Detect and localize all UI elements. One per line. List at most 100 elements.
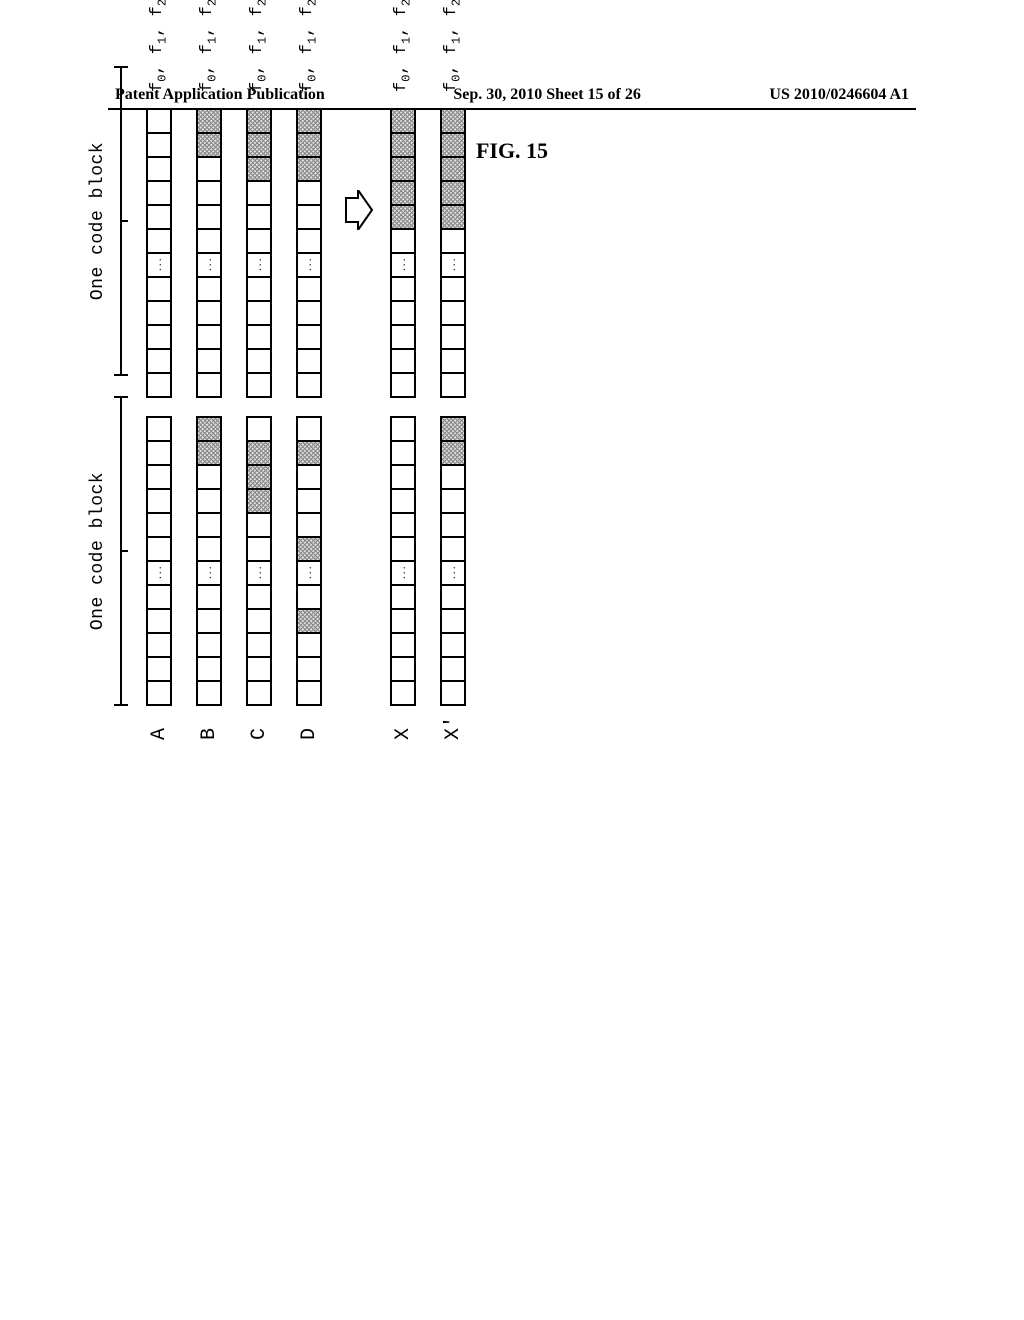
systematic-cell xyxy=(440,656,466,682)
parity-cell xyxy=(440,156,466,182)
systematic-cell: ... xyxy=(146,560,172,586)
systematic-cell xyxy=(146,416,172,442)
frequency-label: f0, f1, f2, … fk-1 xyxy=(298,0,319,92)
parity-cell xyxy=(296,132,322,158)
parity-cell xyxy=(390,204,416,230)
code-block: ... xyxy=(246,418,272,706)
code-block: ... xyxy=(146,110,172,398)
systematic-cell: ... xyxy=(440,252,466,278)
systematic-cell xyxy=(440,464,466,490)
parity-cell xyxy=(296,108,322,134)
header-right: US 2010/0246604 A1 xyxy=(769,86,909,104)
parity-cell xyxy=(196,416,222,442)
systematic-cell xyxy=(390,372,416,398)
systematic-cell xyxy=(296,632,322,658)
parity-cell xyxy=(440,180,466,206)
systematic-cell xyxy=(390,512,416,538)
systematic-cell xyxy=(146,656,172,682)
systematic-cell xyxy=(390,228,416,254)
parity-cell xyxy=(246,440,272,466)
code-block: ... xyxy=(296,418,322,706)
systematic-cell: ... xyxy=(196,560,222,586)
systematic-cell xyxy=(246,656,272,682)
frequency-label: f0, f1, f2, … fk-1 xyxy=(148,0,169,92)
systematic-cell xyxy=(296,416,322,442)
systematic-cell xyxy=(246,608,272,634)
parity-cell xyxy=(296,156,322,182)
systematic-cell xyxy=(196,324,222,350)
systematic-cell: ... xyxy=(390,252,416,278)
systematic-cell xyxy=(246,300,272,326)
arrow-down-icon xyxy=(344,190,382,230)
parity-cell xyxy=(246,132,272,158)
systematic-cell xyxy=(146,512,172,538)
symbol-row: A...... f0, f1, f2, … fk-1 xyxy=(144,0,174,740)
systematic-cell xyxy=(196,180,222,206)
parity-cell xyxy=(440,204,466,230)
parity-cell xyxy=(246,464,272,490)
systematic-cell xyxy=(390,656,416,682)
systematic-cell xyxy=(390,300,416,326)
row-label: A xyxy=(148,706,171,740)
systematic-cell xyxy=(246,204,272,230)
row-label: C xyxy=(248,706,271,740)
parity-cell xyxy=(440,132,466,158)
systematic-cell xyxy=(146,204,172,230)
row-label: B xyxy=(198,706,221,740)
parity-cell xyxy=(246,108,272,134)
systematic-cell xyxy=(196,632,222,658)
systematic-cell xyxy=(246,324,272,350)
systematic-cell xyxy=(246,584,272,610)
parity-cell xyxy=(196,108,222,134)
parity-cell xyxy=(390,180,416,206)
symbol-row: B......f0, f1, f2, … fk-1 xyxy=(194,0,224,740)
systematic-cell xyxy=(146,156,172,182)
systematic-cell: ... xyxy=(296,560,322,586)
symbol-row: X......f0, f1, f2, … fk-1 xyxy=(388,0,418,740)
row-label: X' xyxy=(442,706,465,740)
systematic-cell xyxy=(296,180,322,206)
systematic-cell xyxy=(146,348,172,374)
systematic-cell xyxy=(390,608,416,634)
systematic-cell xyxy=(296,324,322,350)
systematic-cell xyxy=(196,348,222,374)
systematic-cell xyxy=(246,536,272,562)
systematic-cell xyxy=(440,680,466,706)
systematic-cell xyxy=(196,608,222,634)
systematic-cell xyxy=(196,156,222,182)
systematic-cell xyxy=(390,680,416,706)
systematic-cell xyxy=(390,632,416,658)
systematic-cell xyxy=(196,584,222,610)
code-block: ... xyxy=(440,110,466,398)
systematic-cell xyxy=(146,632,172,658)
parity-cell xyxy=(390,156,416,182)
symbol-row: C...... f0, f1, f2, … fk-1 xyxy=(244,0,274,740)
parity-cell xyxy=(390,132,416,158)
systematic-cell: ... xyxy=(246,252,272,278)
systematic-cell xyxy=(146,584,172,610)
systematic-cell xyxy=(246,276,272,302)
code-block: ... xyxy=(440,418,466,706)
systematic-cell xyxy=(146,372,172,398)
code-block-label: One code block xyxy=(88,66,108,376)
systematic-cell xyxy=(146,228,172,254)
figure-body: One code block One code block Systematic… xyxy=(88,0,648,740)
systematic-cell xyxy=(196,204,222,230)
systematic-cell: ... xyxy=(246,560,272,586)
systematic-cell xyxy=(146,464,172,490)
systematic-cell xyxy=(390,584,416,610)
systematic-cell: ... xyxy=(440,560,466,586)
systematic-cell xyxy=(196,656,222,682)
frequency-label: f0, f1, f2, … fk-1 xyxy=(392,0,413,92)
systematic-cell xyxy=(440,584,466,610)
systematic-cell xyxy=(440,488,466,514)
systematic-cell xyxy=(146,108,172,134)
systematic-cell xyxy=(246,180,272,206)
systematic-cell: ... xyxy=(296,252,322,278)
systematic-cell xyxy=(390,464,416,490)
systematic-cell xyxy=(390,324,416,350)
systematic-cell xyxy=(296,276,322,302)
frequency-label: f0, f1, f2, … fk-1 xyxy=(248,0,269,92)
frequency-label: f0, f1, f2, … fk-1 xyxy=(442,0,463,92)
systematic-cell xyxy=(390,348,416,374)
